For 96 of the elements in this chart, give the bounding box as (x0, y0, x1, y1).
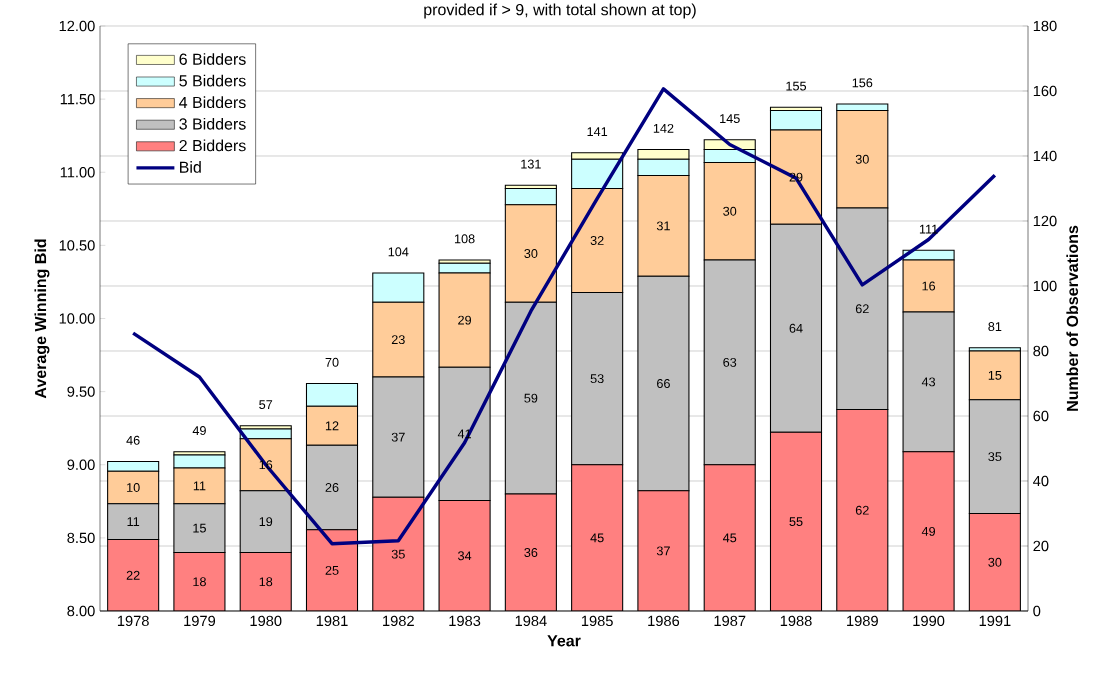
x-tick-label: 1983 (449, 615, 481, 627)
legend-label: Bid (180, 161, 201, 173)
total-label: 145 (720, 114, 740, 124)
data-label: 59 (524, 393, 538, 403)
total-label: 57 (259, 400, 273, 410)
x-tick-label: 1982 (383, 615, 414, 627)
data-label: 30 (524, 249, 538, 258)
total-label: 46 (126, 435, 140, 445)
total-label: 156 (852, 78, 873, 88)
data-label: 29 (458, 315, 472, 325)
data-label: 43 (921, 377, 936, 387)
y2-tick-label: 120 (1033, 215, 1057, 227)
data-label: 32 (590, 236, 604, 245)
x-tick-label: 1990 (913, 615, 945, 627)
data-label: 35 (988, 452, 1002, 462)
x-axis-title: Year (547, 635, 581, 647)
x-tick-label: 1980 (250, 615, 282, 627)
total-label: 49 (192, 426, 206, 436)
data-label: 36 (524, 548, 538, 557)
y2-tick-label: 180 (1033, 20, 1057, 32)
data-label: 11 (127, 517, 140, 526)
data-label: 62 (855, 304, 869, 314)
x-tick-label: 1986 (648, 615, 680, 627)
y2-tick-label: 140 (1033, 150, 1057, 162)
y-tick-label: 8.50 (67, 532, 95, 544)
y-tick-label: 9.00 (67, 459, 95, 470)
data-label: 31 (656, 221, 670, 231)
y2-tick-label: 40 (1033, 475, 1049, 487)
data-label: 37 (656, 546, 670, 556)
data-label: 53 (590, 374, 604, 384)
data-label: 25 (325, 565, 339, 575)
total-label: 142 (653, 123, 674, 133)
total-label: 111 (919, 224, 938, 234)
y-axis-title: Average Winning Bid (34, 239, 50, 399)
total-label: 141 (587, 127, 608, 137)
data-label: 22 (126, 570, 140, 580)
x-tick-label: 1981 (316, 615, 348, 627)
legend-label: 5 Bidders (179, 74, 246, 87)
y-tick-label: 10.00 (59, 313, 95, 324)
data-label: 30 (723, 206, 737, 216)
data-label: 37 (391, 432, 405, 442)
data-label: 35 (391, 549, 405, 559)
x-tick-label: 1984 (515, 615, 547, 627)
x-tick-label: 1987 (714, 615, 746, 627)
y-tick-label: 11.00 (60, 167, 95, 178)
x-tick-label: 1985 (581, 615, 613, 627)
data-label: 30 (855, 154, 869, 164)
y-tick-label: 9.50 (67, 386, 95, 397)
data-label: 49 (921, 526, 936, 536)
x-tick-label: 1991 (979, 615, 1011, 627)
data-label: 18 (193, 577, 206, 587)
total-label: 81 (988, 322, 1002, 332)
data-label: 62 (855, 505, 869, 515)
y2-axis-title: Number of Observations (1066, 225, 1079, 411)
data-label: 45 (590, 533, 604, 543)
legend-label: 6 Bidders (179, 53, 246, 65)
y-tick-label: 8.00 (67, 605, 95, 617)
total-label: 155 (786, 81, 807, 91)
data-label: 11 (193, 481, 206, 491)
x-tick-label: 1979 (184, 615, 216, 627)
total-label: 108 (454, 234, 475, 244)
y-tick-label: 12.00 (59, 20, 95, 32)
legend-label: 4 Bidders (179, 96, 246, 109)
data-label: 19 (259, 517, 273, 527)
data-label: 23 (391, 335, 405, 345)
y-tick-label: 11.50 (60, 93, 95, 105)
y2-tick-label: 0 (1033, 605, 1041, 617)
data-label: 64 (789, 323, 803, 333)
y2-tick-label: 20 (1033, 540, 1049, 552)
data-label: 34 (458, 551, 472, 561)
y2-tick-label: 60 (1033, 410, 1049, 422)
data-label: 15 (988, 370, 1002, 380)
y2-tick-label: 80 (1033, 345, 1049, 357)
legend-label: 2 Bidders (179, 139, 246, 152)
data-label: 26 (325, 483, 339, 492)
total-label: 104 (388, 247, 409, 257)
y2-tick-label: 100 (1033, 280, 1057, 292)
data-label: 10 (127, 483, 140, 492)
data-label: 12 (325, 421, 339, 431)
chart-title: provided if > 9, with total shown at top) (424, 3, 696, 19)
y-tick-label: 10.50 (59, 240, 95, 251)
data-label: 66 (657, 379, 670, 388)
total-label: 131 (521, 159, 541, 169)
legend-label: 3 Bidders (179, 117, 246, 130)
data-label: 18 (259, 577, 273, 587)
data-label: 45 (722, 533, 737, 543)
data-label: 63 (723, 357, 737, 367)
y2-tick-label: 160 (1033, 85, 1057, 97)
data-label: 30 (988, 557, 1002, 567)
x-tick-label: 1988 (780, 615, 812, 627)
data-label: 16 (922, 281, 936, 291)
total-label: 70 (325, 357, 339, 367)
x-tick-label: 1989 (847, 615, 878, 627)
x-tick-label: 1978 (117, 615, 149, 627)
data-label: 15 (193, 523, 206, 533)
data-label: 55 (789, 517, 803, 527)
